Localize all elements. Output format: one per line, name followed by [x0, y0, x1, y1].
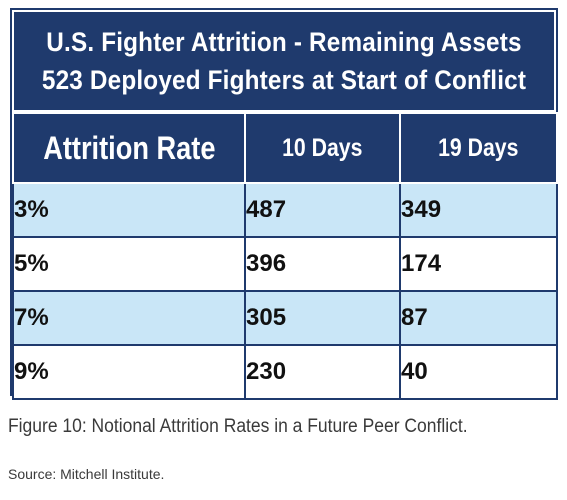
table-row: 5% 396 174 — [12, 236, 558, 292]
header-attrition-rate: Attrition Rate — [12, 112, 246, 184]
attrition-table: Attrition Rate 10 Days 19 Days 3% 487 34… — [12, 112, 558, 400]
cell-10-days: 230 — [244, 344, 401, 400]
table-row: 9% 230 40 — [12, 344, 558, 400]
cell-10-days: 305 — [244, 290, 401, 346]
header-19-days: 19 Days — [399, 112, 558, 184]
attrition-table-figure: U.S. Fighter Attrition - Remaining Asset… — [10, 8, 558, 400]
table-title: U.S. Fighter Attrition - Remaining Asset… — [12, 10, 556, 112]
cell-rate: 3% — [12, 182, 246, 238]
cell-10-days: 487 — [244, 182, 401, 238]
cell-rate: 5% — [12, 236, 246, 292]
header-row: Attrition Rate 10 Days 19 Days — [12, 112, 558, 184]
cell-rate: 7% — [12, 290, 246, 346]
table-row: 7% 305 87 — [12, 290, 558, 346]
cell-10-days: 396 — [244, 236, 401, 292]
title-line-1: U.S. Fighter Attrition - Remaining Asset… — [46, 27, 522, 57]
table-row: 3% 487 349 — [12, 182, 558, 238]
cell-rate: 9% — [12, 344, 246, 400]
cell-19-days: 40 — [399, 344, 558, 400]
figure-caption: Figure 10: Notional Attrition Rates in a… — [8, 416, 468, 437]
source-note: Source: Mitchell Institute. — [8, 466, 165, 482]
cell-19-days: 349 — [399, 182, 558, 238]
cell-19-days: 87 — [399, 290, 558, 346]
cell-19-days: 174 — [399, 236, 558, 292]
title-line-2: 523 Deployed Fighters at Start of Confli… — [41, 65, 527, 95]
header-10-days: 10 Days — [244, 112, 401, 184]
